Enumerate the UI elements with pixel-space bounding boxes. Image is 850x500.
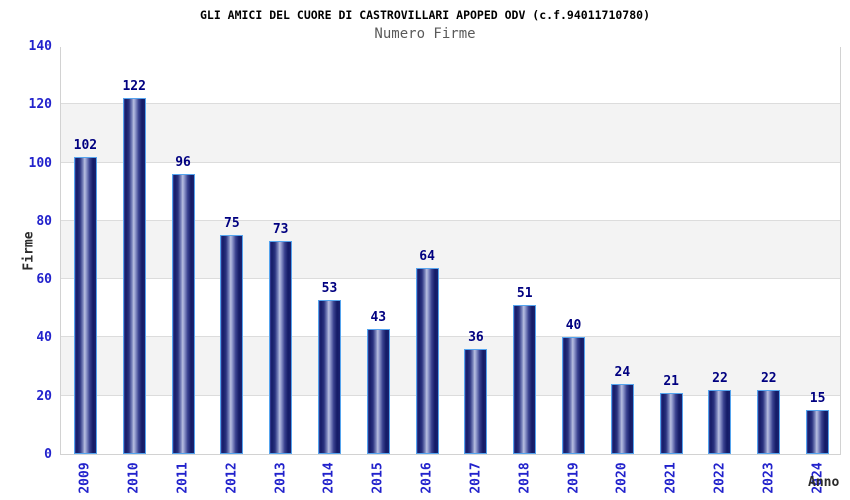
- plot-band: [61, 46, 840, 105]
- y-tick-label: 140: [28, 39, 52, 54]
- y-axis-title: Firme: [21, 231, 37, 271]
- bar-value-label: 122: [122, 79, 146, 95]
- chart-subtitle: Numero Firme: [374, 26, 476, 42]
- y-tick-label: 80: [36, 213, 52, 229]
- bar-value-label: 102: [73, 137, 98, 153]
- bar-2013: [269, 241, 293, 454]
- y-tick-label: 40: [36, 330, 52, 346]
- y-tick-label: 100: [28, 155, 52, 171]
- bar-value-label: 15: [809, 391, 826, 407]
- bar-value-label: 24: [614, 365, 631, 381]
- plot-band: [61, 104, 840, 163]
- x-tick-label: 2017: [468, 462, 484, 494]
- x-tick-label: 2011: [175, 462, 191, 494]
- y-tick-label: 20: [36, 388, 52, 404]
- x-axis-title: Anno: [808, 475, 840, 490]
- bar-2024: [806, 410, 830, 454]
- y-tick-label: 0: [44, 447, 52, 462]
- bar-2021: [659, 392, 683, 454]
- x-tick-label: 2019: [566, 462, 582, 494]
- bar-value-label: 36: [468, 330, 484, 346]
- gridline: [61, 336, 840, 338]
- bar-2010: [122, 98, 146, 454]
- x-tick-label: 2014: [321, 462, 337, 494]
- x-tick-label: 2022: [712, 462, 728, 494]
- x-tick-label: 2018: [517, 462, 533, 494]
- bar-value-label: 21: [663, 373, 679, 389]
- gridline: [61, 278, 840, 280]
- bar-value-label: 75: [224, 216, 240, 232]
- bar-value-label: 64: [419, 248, 435, 264]
- x-tick-label: 2013: [273, 462, 289, 494]
- x-tick-label: 2012: [224, 462, 240, 494]
- bar-2019: [562, 337, 586, 454]
- x-tick-label: 2010: [126, 462, 142, 494]
- gridline: [61, 161, 840, 163]
- bar-2023: [757, 389, 781, 454]
- x-tick-label: 2015: [370, 462, 386, 494]
- y-tick-label: 120: [28, 97, 52, 113]
- bar-value-label: 73: [272, 222, 289, 238]
- bar-value-label: 22: [712, 370, 728, 386]
- x-tick-label: 2021: [663, 462, 679, 494]
- bar-value-label: 51: [516, 286, 533, 302]
- x-tick-label: 2023: [761, 462, 777, 494]
- bar-2020: [610, 384, 634, 454]
- x-tick-label: 2009: [77, 462, 93, 494]
- bar-value-label: 43: [370, 309, 387, 325]
- chart-title: GLI AMICI DEL CUORE DI CASTROVILLARI APO…: [199, 8, 651, 22]
- bar-2014: [317, 299, 341, 454]
- bar-2009: [73, 156, 97, 454]
- gridline: [61, 103, 840, 105]
- bar-value-label: 96: [175, 155, 191, 171]
- bar-value-label: 22: [760, 370, 777, 386]
- bar-2017: [464, 349, 488, 454]
- gridline: [61, 394, 840, 396]
- y-tick-label: 60: [36, 272, 52, 288]
- plot-area: 102 122 96 75 73 53 43 64 36 51 40 24 21 22 22 15: [60, 46, 841, 455]
- bar-2018: [513, 305, 537, 454]
- bar-value-label: 40: [565, 318, 582, 334]
- x-tick-label: 2020: [614, 462, 630, 494]
- gridline: [61, 219, 840, 221]
- bar-value-label: 53: [321, 280, 338, 296]
- bar-2012: [220, 235, 244, 454]
- bar-2015: [366, 328, 390, 454]
- bar-2022: [708, 389, 732, 454]
- x-tick-label: 2016: [419, 462, 435, 494]
- bar-2016: [415, 267, 439, 454]
- bar-2011: [171, 174, 195, 454]
